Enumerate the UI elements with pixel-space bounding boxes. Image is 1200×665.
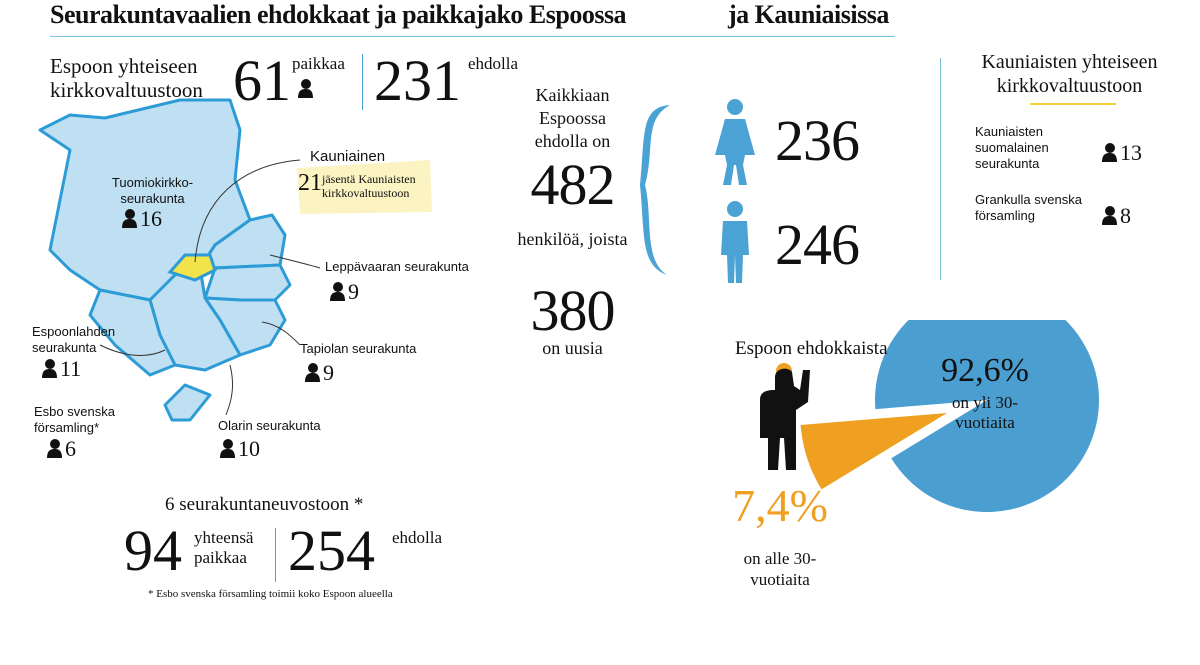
- parish-seats-wrap: 9: [328, 279, 359, 305]
- parish-name: Espoonlahden seurakunta: [32, 324, 116, 355]
- kauniainen-parish-seats: 13: [1120, 140, 1142, 165]
- leader-line: [194, 159, 301, 263]
- totals-new: 380: [530, 278, 616, 343]
- divider: [275, 528, 276, 582]
- note-box: [297, 160, 432, 214]
- espoo-seats-label: paikkaa: [292, 54, 345, 73]
- kauniainen-parish-seats: 8: [1120, 203, 1131, 228]
- parish-seats: 9: [348, 279, 359, 304]
- totals-intro: Kaikkiaan Espoossa ehdolla on: [534, 85, 611, 151]
- councils-label: 6 seurakuntaneuvostoon *: [165, 494, 364, 515]
- man-icon: [721, 221, 749, 283]
- totals-total: 482: [530, 152, 616, 217]
- brace: [640, 105, 670, 275]
- leader-line: [225, 364, 234, 416]
- kauniainen-area: [167, 253, 217, 282]
- councils-candidates: 254: [288, 518, 375, 583]
- pie-value-label: 7,4%: [732, 480, 828, 531]
- councils-candidates-label: ehdolla: [392, 528, 443, 547]
- person-icon: [218, 438, 236, 458]
- kauniainen-title: Kauniaisten yhteiseen kirkkovaltuustoon: [981, 51, 1158, 97]
- parish-name: Olarin seurakunta: [218, 418, 321, 433]
- totals-mid: henkilöä, joista: [517, 229, 628, 249]
- espoo-label: Espoon yhteiseen kirkkovaltuustoon: [50, 54, 203, 102]
- kauniainen-seats: 21: [298, 170, 322, 196]
- title-underline: [1030, 103, 1116, 105]
- person-icon: [1100, 205, 1118, 225]
- footnote: * Esbo svenska församling toimii koko Es…: [148, 588, 393, 600]
- kauniainen-note: jäsentä Kauniaisten kirkkovaltuustoon: [322, 172, 416, 200]
- woman-head: [727, 99, 743, 115]
- parish-seats: 6: [65, 436, 76, 461]
- parish-name: Tapiolan seurakunta: [300, 341, 417, 356]
- pie-chart: [760, 320, 1099, 512]
- gender-icons: [640, 99, 755, 283]
- map: [38, 98, 432, 422]
- espoo-candidates: 231: [374, 48, 461, 113]
- parish-seats-wrap: 11: [40, 356, 81, 382]
- man-head: [727, 201, 743, 217]
- pie-slice: [800, 412, 948, 490]
- totals-new-label: on uusia: [542, 338, 603, 358]
- divider: [940, 58, 941, 280]
- pie-value-label: 92,6%: [941, 352, 1029, 389]
- person-icon: [40, 358, 58, 378]
- pie-category-label: on alle 30-vuotiaita: [743, 549, 817, 589]
- women-count: 236: [775, 108, 860, 173]
- parish-seats-wrap: 16: [120, 206, 162, 232]
- parish-seats: 9: [323, 360, 334, 385]
- person-icon: [45, 438, 63, 458]
- title-continued: ja Kauniaisissa: [728, 0, 889, 29]
- pie-title: Espoon ehdokkaista: [735, 338, 888, 359]
- parish-seats-wrap: 9: [303, 360, 334, 386]
- title: Seurakuntavaalien ehdokkaat ja paikkajak…: [50, 0, 627, 29]
- kauniainen-name: Kauniainen: [310, 148, 386, 165]
- kauniainen-parish-seats-wrap: 8: [1100, 203, 1131, 229]
- parish-seats: 16: [140, 206, 162, 231]
- pie-category-label: on yli 30-vuotiaita: [951, 393, 1019, 432]
- person-icon: [303, 362, 321, 382]
- parish-name: Tuomiokirkko-seurakunta: [111, 175, 194, 206]
- councils-seats: 94: [124, 518, 182, 583]
- person-icon: [328, 281, 346, 301]
- person-icon: [296, 78, 320, 102]
- kauniainen-parish-name: Kauniaisten suomalainen seurakunta: [975, 124, 1049, 171]
- woman-icon: [715, 119, 755, 185]
- parish-seats: 10: [238, 436, 260, 461]
- parish-name: Esbo svenska församling*: [34, 404, 115, 435]
- leader-line: [269, 254, 321, 269]
- leader-line: [261, 321, 301, 346]
- map-region: [163, 383, 212, 422]
- men-count: 246: [775, 212, 860, 277]
- parish-seats-wrap: 6: [45, 436, 76, 462]
- map-region: [203, 263, 292, 302]
- kauniainen-parish-seats-wrap: 13: [1100, 140, 1142, 166]
- person-icon: [1100, 142, 1118, 162]
- leader-line: [99, 344, 166, 356]
- espoo-seats: 61: [233, 48, 291, 113]
- pie-slice: [875, 320, 1099, 512]
- title-rule: [50, 36, 895, 37]
- figure-icon: [760, 368, 810, 470]
- parish-seats-wrap: 10: [218, 436, 260, 462]
- parish-name: Leppävaaran seurakunta: [325, 259, 469, 274]
- kauniainen-parish-name: Grankulla svenska församling: [975, 192, 1082, 223]
- parish-seats: 11: [60, 356, 82, 381]
- person-icon: [120, 208, 138, 228]
- espoo-candidates-label: ehdolla: [468, 54, 519, 73]
- divider: [362, 54, 363, 110]
- councils-seats-label: yhteensä paikkaa: [194, 528, 254, 567]
